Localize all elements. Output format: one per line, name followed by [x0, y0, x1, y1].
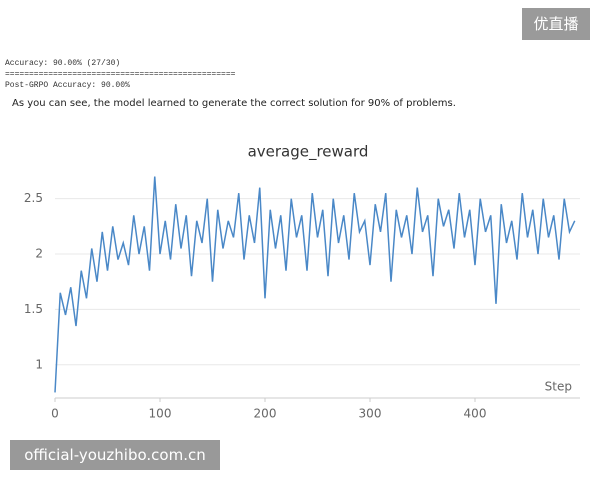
log-line: Post-GRPO Accuracy: 90.00%: [5, 81, 130, 90]
data-line: [54, 176, 576, 393]
y-tick-label: 2.5: [24, 191, 43, 205]
y-tick-label: 1: [35, 357, 43, 371]
badge[interactable]: 优直播: [522, 8, 590, 40]
log-line: ========================================…: [5, 70, 236, 79]
y-tick-label: 2: [35, 247, 43, 261]
watermark: official-youzhibo.com.cn: [10, 440, 220, 470]
log-output: Accuracy: 90.00% (27/30) ================…: [5, 58, 235, 91]
chart-title: average_reward: [248, 143, 369, 162]
x-axis-label: Step: [545, 380, 572, 394]
y-tick-label: 1.5: [24, 302, 43, 316]
x-tick-label: 200: [254, 407, 277, 421]
x-tick-label: 300: [359, 407, 382, 421]
x-tick-label: 0: [51, 407, 59, 421]
x-tick-label: 400: [464, 407, 487, 421]
log-line: Accuracy: 90.00% (27/30): [5, 59, 121, 68]
caption: As you can see, the model learned to gen…: [12, 98, 456, 109]
x-tick-label: 100: [149, 407, 172, 421]
